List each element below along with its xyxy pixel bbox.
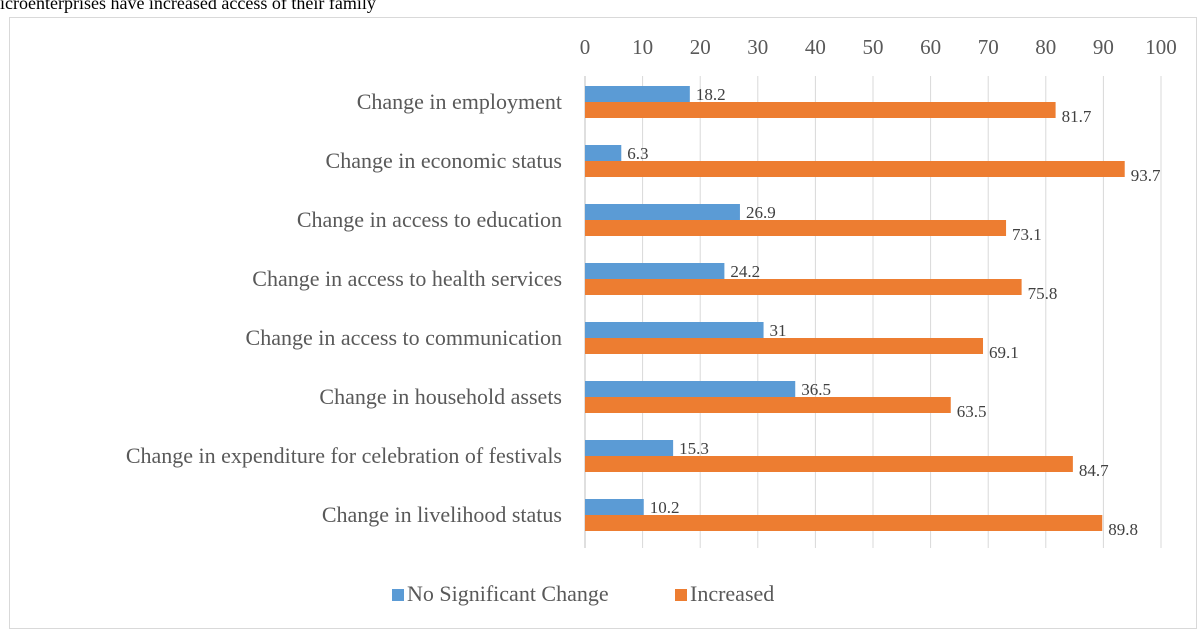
data-label: 36.5 xyxy=(801,380,831,399)
x-tick-label: 80 xyxy=(1035,35,1056,59)
bar-increased xyxy=(585,397,951,413)
data-label: 24.2 xyxy=(730,262,760,281)
x-tick-label: 40 xyxy=(805,35,826,59)
category-label: Change in expenditure for celebration of… xyxy=(126,443,562,468)
bar-increased xyxy=(585,279,1022,295)
data-label: 63.5 xyxy=(957,402,987,421)
x-tick-label: 20 xyxy=(690,35,711,59)
legend-swatch xyxy=(675,589,687,601)
x-tick-label: 50 xyxy=(863,35,884,59)
x-tick-label: 10 xyxy=(632,35,653,59)
chart-area: 0 10 20 30 40 50 60 70 80 90 100 18.2 81.7 6.3 93.7 26… xyxy=(9,17,1197,629)
x-axis-ticks: 0 10 20 30 40 50 60 70 80 90 100 xyxy=(580,35,1177,59)
bar-no-significant-change xyxy=(585,499,644,515)
category-labels: Change in employment Change in economic s… xyxy=(126,89,562,527)
data-label: 73.1 xyxy=(1012,225,1042,244)
data-label: 18.2 xyxy=(696,85,726,104)
data-label: 75.8 xyxy=(1028,284,1058,303)
category-label: Change in employment xyxy=(357,89,562,114)
bar-increased xyxy=(585,515,1103,531)
bar-increased xyxy=(585,338,984,354)
gridlines xyxy=(642,76,1162,548)
bar-increased xyxy=(585,161,1125,177)
category-label: Change in access to communication xyxy=(246,325,562,350)
x-tick-label: 100 xyxy=(1145,35,1177,59)
bar-no-significant-change xyxy=(585,440,674,456)
bar-increased xyxy=(585,102,1056,118)
legend-label: No Significant Change xyxy=(407,581,609,606)
bar-no-significant-change xyxy=(585,263,725,279)
bar-increased xyxy=(585,220,1007,236)
data-label: 31 xyxy=(770,321,787,340)
data-label: 69.1 xyxy=(989,343,1019,362)
bar-no-significant-change xyxy=(585,322,764,338)
x-tick-label: 70 xyxy=(978,35,999,59)
bar-no-significant-change xyxy=(585,86,690,102)
x-tick-label: 90 xyxy=(1093,35,1114,59)
bar-no-significant-change xyxy=(585,204,740,220)
data-label: 89.8 xyxy=(1108,520,1138,539)
data-label: 93.7 xyxy=(1131,166,1161,185)
x-tick-label: 30 xyxy=(747,35,768,59)
x-tick-label: 0 xyxy=(580,35,591,59)
category-label: Change in access to health services xyxy=(252,266,562,291)
bars xyxy=(585,86,1125,531)
x-tick-label: 60 xyxy=(920,35,941,59)
legend-label: Increased xyxy=(690,581,774,606)
legend: No Significant Change Increased xyxy=(392,581,774,606)
legend-swatch xyxy=(392,589,404,601)
figure-caption: icroenterprises have increased access of… xyxy=(0,0,376,13)
data-label: 6.3 xyxy=(627,144,648,163)
bar-no-significant-change xyxy=(585,145,622,161)
data-label: 10.2 xyxy=(650,498,680,517)
data-label: 26.9 xyxy=(746,203,776,222)
category-label: Change in livelihood status xyxy=(322,502,562,527)
data-label: 84.7 xyxy=(1079,461,1109,480)
bar-chart: 0 10 20 30 40 50 60 70 80 90 100 18.2 81.7 6.3 93.7 26… xyxy=(126,35,1177,606)
category-label: Change in household assets xyxy=(319,384,562,409)
data-label: 81.7 xyxy=(1062,107,1092,126)
data-labels: 18.2 81.7 6.3 93.7 26.9 73.1 24.2 75.8 31 69.1 36.… xyxy=(627,85,1161,539)
bar-no-significant-change xyxy=(585,381,796,397)
bar-increased xyxy=(585,456,1073,472)
category-label: Change in access to education xyxy=(297,207,562,232)
data-label: 15.3 xyxy=(679,439,709,458)
category-label: Change in economic status xyxy=(326,148,562,173)
